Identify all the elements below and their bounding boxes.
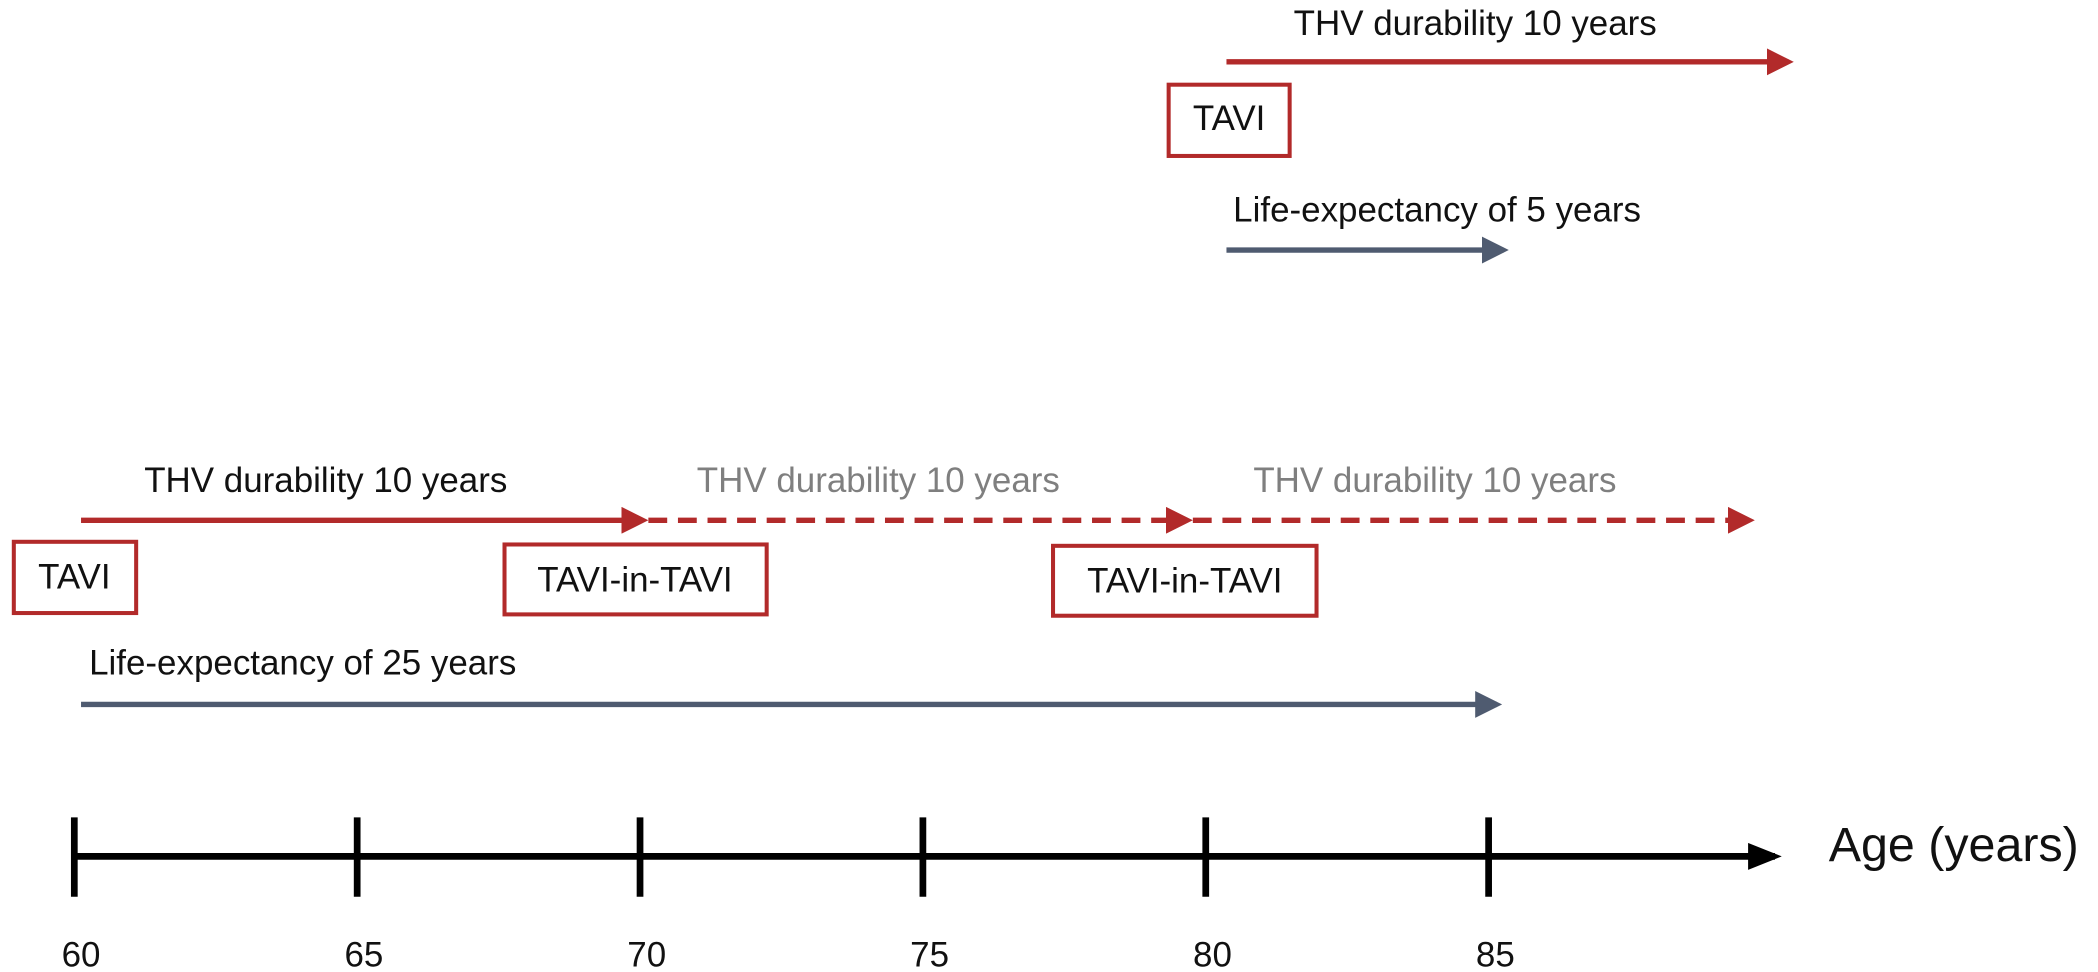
box-label: TAVI-in-TAVI	[1087, 562, 1282, 601]
box-label: TAVI-in-TAVI	[537, 560, 732, 599]
tavi-box	[502, 542, 769, 617]
axis-label: Age (years)	[1829, 818, 2079, 872]
tick-label: 80	[1193, 935, 1232, 972]
tick-label: 85	[1476, 935, 1515, 972]
life-label: Life-expectancy of 5 years	[1233, 191, 1641, 230]
durability-label: THV durability 10 years	[144, 461, 507, 500]
tavi-box	[1051, 543, 1319, 618]
tavi-box	[1166, 82, 1292, 158]
durability-label: THV durability 10 years	[1253, 461, 1616, 500]
tavi-box	[11, 539, 139, 616]
tick-label: 70	[627, 935, 666, 972]
durability-label: THV durability 10 years	[1294, 4, 1657, 43]
durability-label: THV durability 10 years	[697, 461, 1060, 500]
tick-label: 75	[910, 935, 949, 972]
ticks: 60 65 70 75 80 85	[62, 817, 1515, 972]
box-label: TAVI	[1193, 99, 1265, 138]
tick-label: 60	[62, 935, 101, 972]
box-label: TAVI	[38, 558, 110, 597]
tick-label: 65	[344, 935, 383, 972]
life-label: Life-expectancy of 25 years	[89, 644, 516, 683]
